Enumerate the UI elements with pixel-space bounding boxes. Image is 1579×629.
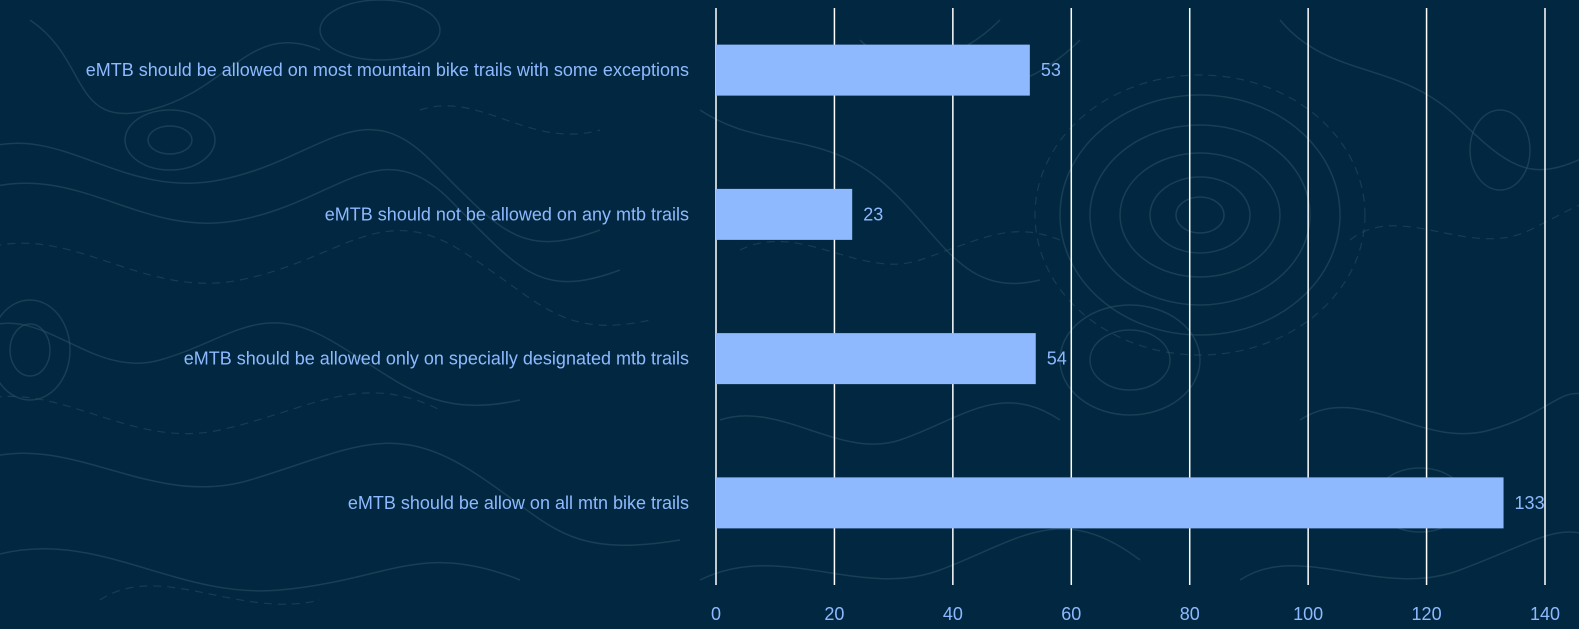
bar [716,477,1504,529]
data-label: 53 [1041,60,1061,80]
x-tick-label: 40 [943,604,963,624]
x-axis-tick-labels: 0 20 40 60 80 100 120 140 [711,604,1560,624]
bar [716,188,853,240]
category-label: eMTB should be allowed on most mountain … [86,60,689,80]
x-tick-label: 100 [1293,604,1323,624]
category-label: eMTB should be allow on all mtn bike tra… [348,493,689,513]
category-label: eMTB should be allowed only on specially… [184,349,689,369]
data-label: 23 [863,204,883,224]
data-label: 133 [1515,493,1545,513]
x-tick-label: 80 [1180,604,1200,624]
data-labels: 53 23 54 133 [863,60,1544,513]
x-tick-label: 120 [1412,604,1442,624]
x-tick-label: 140 [1530,604,1560,624]
data-label: 54 [1047,349,1067,369]
category-label: eMTB should not be allowed on any mtb tr… [325,204,689,224]
x-tick-label: 20 [824,604,844,624]
category-labels: eMTB should be allowed on most mountain … [86,60,689,513]
bar [716,44,1030,96]
bar [716,333,1036,385]
x-tick-label: 0 [711,604,721,624]
bars [716,44,1504,529]
x-tick-label: 60 [1061,604,1081,624]
